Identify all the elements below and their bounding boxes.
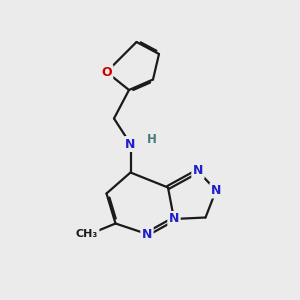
Text: N: N <box>211 184 221 197</box>
Text: N: N <box>125 137 136 151</box>
Text: H: H <box>147 133 156 146</box>
Text: O: O <box>101 65 112 79</box>
Text: N: N <box>142 227 152 241</box>
Text: CH₃: CH₃ <box>76 229 98 239</box>
Text: N: N <box>193 164 203 178</box>
Text: N: N <box>169 212 179 226</box>
